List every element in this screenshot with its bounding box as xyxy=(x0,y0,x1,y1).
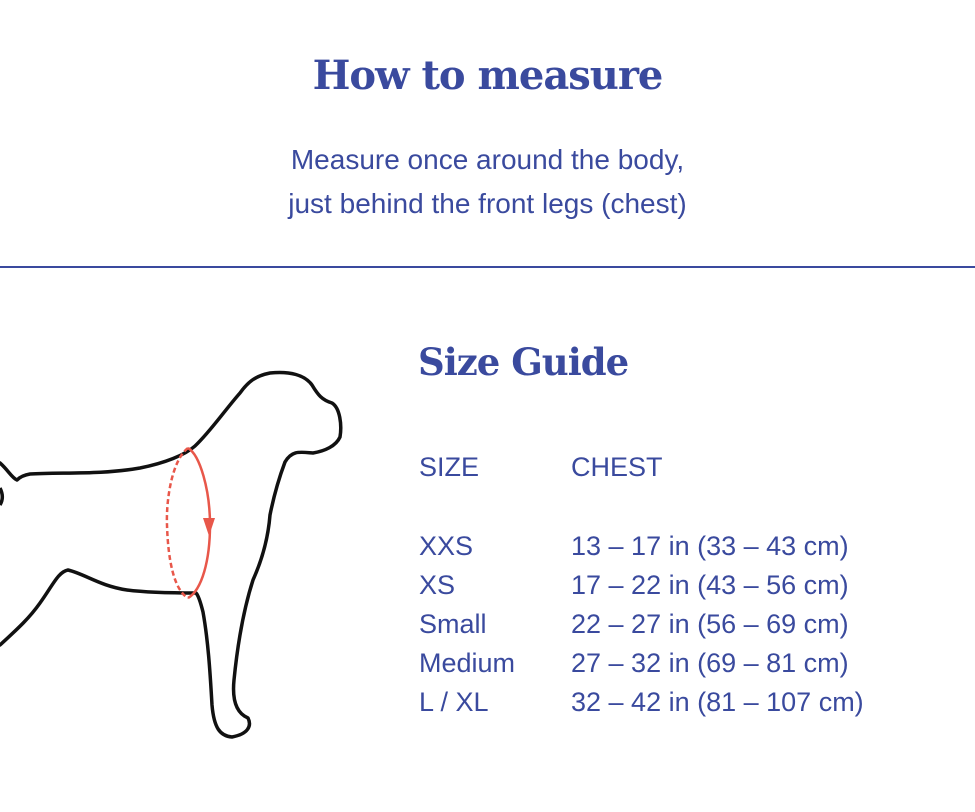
table-row: Small 22 – 27 in (56 – 69 cm) xyxy=(419,609,849,640)
size-cell: XS xyxy=(419,570,456,600)
chest-cell: 32 – 42 in (81 – 107 cm) xyxy=(571,687,864,717)
table-row: XXS 13 – 17 in (33 – 43 cm) xyxy=(419,531,849,562)
instruction-line: just behind the front legs (chest) xyxy=(288,188,687,219)
size-cell: Small xyxy=(419,609,487,639)
table-row: Medium 27 – 32 in (69 – 81 cm) xyxy=(419,648,849,679)
instruction-line: Measure once around the body, xyxy=(290,144,685,175)
chest-cell: 22 – 27 in (56 – 69 cm) xyxy=(571,609,849,639)
table-header: SIZE CHEST xyxy=(419,452,663,483)
dog-outline xyxy=(0,370,343,739)
table-row: L / XL 32 – 42 in (81 – 107 cm) xyxy=(419,687,864,718)
size-cell: Medium xyxy=(419,648,516,678)
table-row: XS 17 – 22 in (43 – 56 cm) xyxy=(419,570,849,601)
column-header-size: SIZE xyxy=(419,452,480,482)
chest-cell: 17 – 22 in (43 – 56 cm) xyxy=(571,570,849,600)
divider xyxy=(0,266,975,268)
dog-outline-chest-measurement-icon xyxy=(0,370,343,739)
page-title: How to measure xyxy=(312,52,664,99)
chest-cell: 27 – 32 in (69 – 81 cm) xyxy=(571,648,849,678)
size-cell: XXS xyxy=(419,531,474,561)
instructions: Measure once around the body, just behin… xyxy=(0,138,975,226)
arrow-down-icon xyxy=(203,518,215,536)
column-header-chest: CHEST xyxy=(571,452,663,482)
size-guide-title: Size Guide xyxy=(418,340,629,384)
chest-measure-back-half xyxy=(165,447,189,600)
tail-stub xyxy=(0,487,4,506)
size-cell: L / XL xyxy=(419,687,489,717)
chest-cell: 13 – 17 in (33 – 43 cm) xyxy=(571,531,849,561)
